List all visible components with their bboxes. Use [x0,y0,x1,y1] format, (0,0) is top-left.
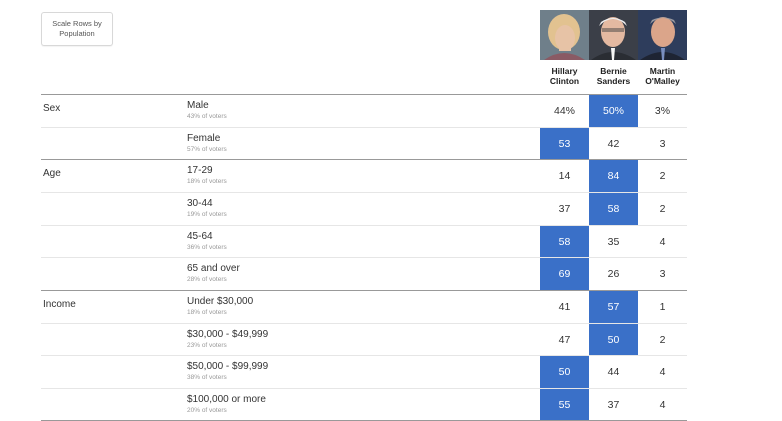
group-label: Age [43,168,61,179]
voter-share: 36% of voters [187,244,227,251]
candidate-last-name: Sanders [596,76,631,86]
value-cell: 2 [659,203,666,215]
value-cell: 2 [659,334,666,346]
table-row: 30-44 19% of voters 37 58 2 [41,192,687,225]
winner-value-cell: 84 [589,160,638,192]
voter-share: 57% of voters [187,146,227,153]
table-row: Age 17-29 18% of voters 14 84 2 [41,159,687,192]
winner-value-cell: 58 [589,193,638,225]
voter-share: 18% of voters [187,178,227,185]
candidate-first-name: Hillary [551,66,578,76]
bernie-sanders-photo [589,10,638,60]
voter-share: 18% of voters [187,309,227,316]
table-row: $30,000 - $49,999 23% of voters 47 50 2 [41,323,687,356]
row-divider [41,323,687,324]
row-divider [41,290,687,291]
table-row: Female 57% of voters 53 42 3 [41,127,687,160]
row-label: 17-29 [187,165,213,176]
table-row: Sex Male 43% of voters 44% 50% 3% [41,94,687,127]
row-divider [41,225,687,226]
winner-value-cell: 50 [540,356,589,388]
row-divider [41,127,687,128]
group-label: Sex [43,103,61,114]
candidate-name-sanders: Bernie Sanders [589,66,638,86]
candidate-last-name: Clinton [549,76,580,86]
value-cell: 4 [659,366,666,378]
winner-value-cell: 50 [589,324,638,356]
candidate-first-name: Bernie [600,66,627,76]
winner-value-cell: 69 [540,258,589,290]
value-cell: 4 [659,236,666,248]
value-cell: 47 [558,334,571,346]
table-row: 45-64 36% of voters 58 35 4 [41,225,687,258]
winner-value-cell: 53 [540,128,589,160]
candidate-last-name: O'Malley [645,76,680,86]
value-cell: 37 [607,399,620,411]
candidate-name-omalley: Martin O'Malley [638,66,687,86]
voter-share: 28% of voters [187,276,227,283]
table-row: Income Under $30,000 18% of voters 41 57 1 [41,290,687,323]
row-label: $50,000 - $99,999 [187,361,269,372]
voter-share: 20% of voters [187,407,227,414]
group-label: Income [43,299,76,310]
row-label: $30,000 - $49,999 [187,329,269,340]
voter-share: 19% of voters [187,211,227,218]
winner-value-cell: 58 [540,226,589,258]
value-cell: 37 [558,203,571,215]
row-divider [41,159,687,160]
row-divider [41,355,687,356]
candidate-first-name: Martin [649,66,676,76]
voter-share: 23% of voters [187,342,227,349]
value-cell: 44 [607,366,620,378]
value-cell: 41 [558,301,571,313]
value-cell: 3 [659,138,666,150]
winner-value-cell: 50% [589,95,638,127]
value-cell: 3 [659,268,666,280]
value-cell: 44% [553,105,575,117]
value-cell: 1 [659,301,666,313]
row-divider [41,388,687,389]
value-cell: 2 [659,170,666,182]
row-label: 30-44 [187,198,213,209]
table-row: $100,000 or more 20% of voters 55 37 4 [41,388,687,421]
value-cell: 42 [607,138,620,150]
martin-omalley-photo [638,10,687,60]
row-label: Female [187,133,221,144]
table-row: 65 and over 28% of voters 69 26 3 [41,257,687,290]
winner-value-cell: 57 [589,291,638,323]
row-divider [41,257,687,258]
row-divider [41,94,687,95]
winner-value-cell: 55 [540,389,589,421]
candidate-name-clinton: Hillary Clinton [540,66,589,86]
scale-rows-button[interactable]: Scale Rows by Population [41,12,113,46]
row-divider [41,192,687,193]
row-label: Male [187,100,209,111]
row-label: 65 and over [187,263,240,274]
voter-share: 38% of voters [187,374,227,381]
row-label: $100,000 or more [187,394,266,405]
value-cell: 4 [659,399,666,411]
value-cell: 26 [607,268,620,280]
row-label: 45-64 [187,231,213,242]
table-row: $50,000 - $99,999 38% of voters 50 44 4 [41,355,687,388]
row-label: Under $30,000 [187,296,254,307]
voter-share: 43% of voters [187,113,227,120]
value-cell: 14 [558,170,571,182]
value-cell: 3% [654,105,671,117]
value-cell: 35 [607,236,620,248]
hillary-clinton-photo [540,10,589,60]
